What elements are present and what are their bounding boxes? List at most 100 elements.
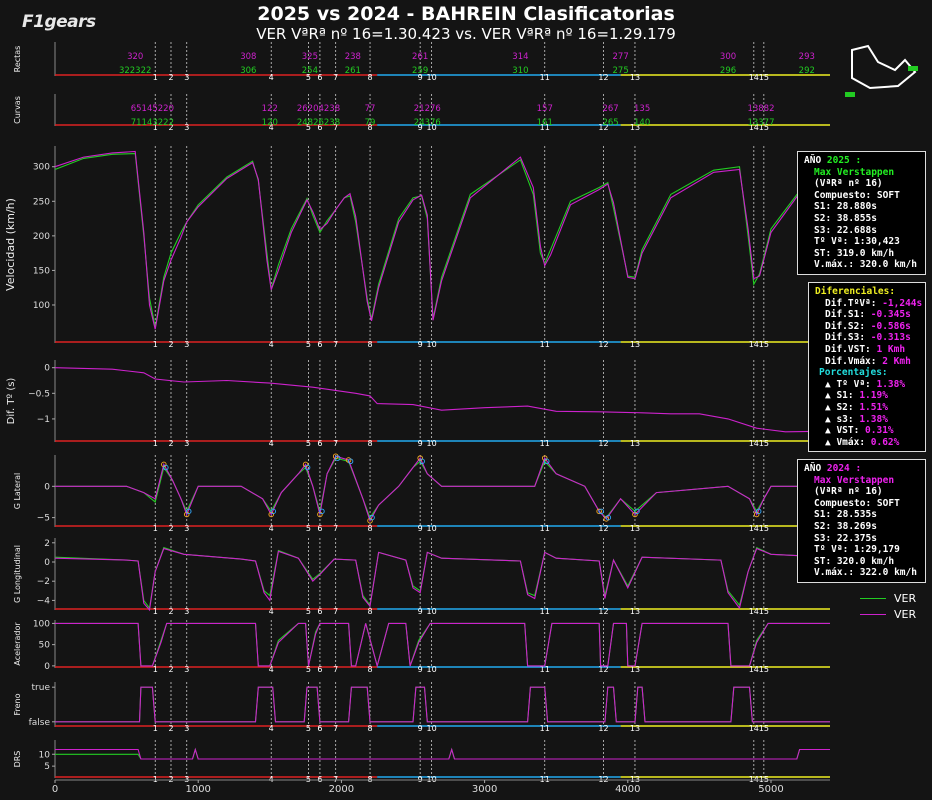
corner-label: 3: [184, 607, 189, 616]
corner-label: 6: [317, 123, 322, 132]
corner-label: 9: [418, 524, 423, 533]
corner-label: 14: [749, 439, 759, 448]
top-value-label: 157: [537, 104, 553, 114]
track-marker: [908, 66, 918, 71]
y-tick-label: 10: [39, 750, 51, 760]
corner-label: 7: [333, 724, 338, 733]
corner-label: 3: [184, 73, 189, 82]
peak-marker: [304, 464, 311, 471]
corner-label: 9: [418, 123, 423, 132]
corner-label: 4: [269, 123, 274, 132]
series-line-velocidad-2025: [54, 153, 831, 328]
peak-marker: [598, 508, 604, 515]
diff-label: Dif.TºVª:: [825, 297, 883, 309]
corner-label: 13: [630, 439, 640, 448]
top-value-label: 122: [262, 104, 278, 114]
corner-label: 3: [184, 340, 189, 349]
top-value-label: 300: [720, 52, 736, 62]
y-tick-label: −4: [37, 596, 51, 606]
corner-label: 12: [598, 724, 608, 733]
corner-label: 3: [184, 439, 189, 448]
peak-marker: [755, 508, 762, 515]
y-tick-label: 150: [33, 266, 50, 276]
corner-label: 10: [427, 524, 437, 533]
corner-label: 7: [333, 340, 338, 349]
corner-label: 15: [759, 607, 769, 616]
corner-label: 15: [759, 524, 769, 533]
corner-label: 15: [759, 340, 769, 349]
panel-ylabel: G Longitudinal: [13, 545, 22, 603]
track-map-icon: [845, 44, 918, 97]
y-tick-label: −0.5: [28, 389, 50, 399]
panel-ylabel: Freno: [13, 693, 22, 715]
panel-ylabel: Rectas: [13, 46, 22, 73]
corner-label: 13: [630, 665, 640, 674]
diff-row: Dif.S2: -0.586s: [815, 321, 919, 333]
peak-marker: [634, 508, 640, 515]
corner-label: 8: [367, 73, 372, 82]
y-tick-label: 200: [33, 232, 50, 242]
corner-label: 2: [168, 439, 173, 448]
corner-label: 14: [749, 524, 759, 533]
corner-label: 9: [418, 724, 423, 733]
y-tick-label: 50: [39, 641, 51, 651]
corner-label: 10: [427, 724, 437, 733]
info-box-2024: AÑO 2024 : Max Verstappen (VªRª nº 16) C…: [797, 459, 926, 583]
corner-label: 1: [153, 524, 158, 533]
bottom-value-label: 292: [799, 66, 815, 76]
x-tick-label: 3000: [472, 784, 497, 795]
panel-drs: [54, 740, 830, 778]
legend-swatch: [860, 613, 886, 615]
corner-label: 3: [184, 724, 189, 733]
corner-label: 13: [630, 724, 640, 733]
panel-acel: [54, 620, 830, 668]
corner-label: 15: [759, 123, 769, 132]
bottom-value-label: 322322: [119, 66, 151, 76]
corner-label: 10: [427, 123, 437, 132]
pct-row: ▲ s3: 1.38%: [815, 414, 919, 426]
corner-label: 13: [630, 73, 640, 82]
pct-value: 1.38%: [859, 413, 888, 425]
corner-label: 6: [317, 73, 322, 82]
corner-label: 15: [759, 665, 769, 674]
top-value-label: 293: [799, 52, 815, 62]
corner-label: 2: [168, 524, 173, 533]
corner-label: 8: [367, 665, 372, 674]
bottom-value-label: 24376: [414, 118, 441, 128]
panel-rectas: [54, 42, 830, 76]
corner-label: 8: [367, 340, 372, 349]
box-2025-lap: (VªRª nº 16): [814, 178, 883, 190]
diff-row: Dif.Vmáx: 2 Kmh: [815, 356, 919, 368]
corner-label: 10: [427, 340, 437, 349]
panel-dif: [54, 360, 830, 442]
box-2025-s1: S1: 28.880s: [814, 201, 877, 213]
corner-label: 8: [367, 123, 372, 132]
corner-label: 10: [427, 439, 437, 448]
series-line-freno-2024: [55, 686, 830, 723]
peak-marker: [605, 514, 612, 521]
corner-label: 13: [630, 340, 640, 349]
peak-marker: [319, 508, 325, 515]
panel-ylabel: Acelerador: [13, 622, 22, 666]
legend-label: VER: [894, 607, 917, 621]
series-line-drs-2024: [55, 747, 830, 760]
box-2024-st: ST: 320.0 km/h: [814, 555, 895, 567]
corner-label: 10: [427, 665, 437, 674]
corner-label: 5: [306, 607, 311, 616]
y-tick-label: 100: [33, 301, 50, 311]
track-outline: [851, 44, 917, 90]
corner-label: 9: [418, 607, 423, 616]
track-marker: [845, 92, 855, 97]
pct-label: ▲ s3:: [825, 413, 860, 425]
corner-label: 6: [317, 524, 322, 533]
corner-label: 3: [184, 524, 189, 533]
corner-label: 2: [168, 607, 173, 616]
pct-label: ▲ VST:: [825, 425, 866, 437]
bottom-value-label: 275: [613, 66, 629, 76]
bottom-value-label: 79: [365, 118, 376, 128]
corner-label: 14: [749, 123, 759, 132]
corner-label: 12: [598, 524, 608, 533]
box-2025-vmax: V.máx.: 320.0 km/h: [814, 259, 917, 271]
corner-label: 12: [598, 123, 608, 132]
